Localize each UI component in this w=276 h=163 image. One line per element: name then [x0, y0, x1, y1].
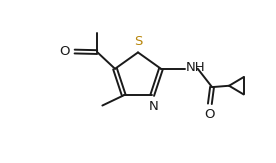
Text: NH: NH	[186, 61, 206, 74]
Text: N: N	[149, 100, 158, 113]
Text: O: O	[60, 45, 70, 58]
Text: S: S	[134, 35, 142, 48]
Text: O: O	[205, 108, 215, 121]
